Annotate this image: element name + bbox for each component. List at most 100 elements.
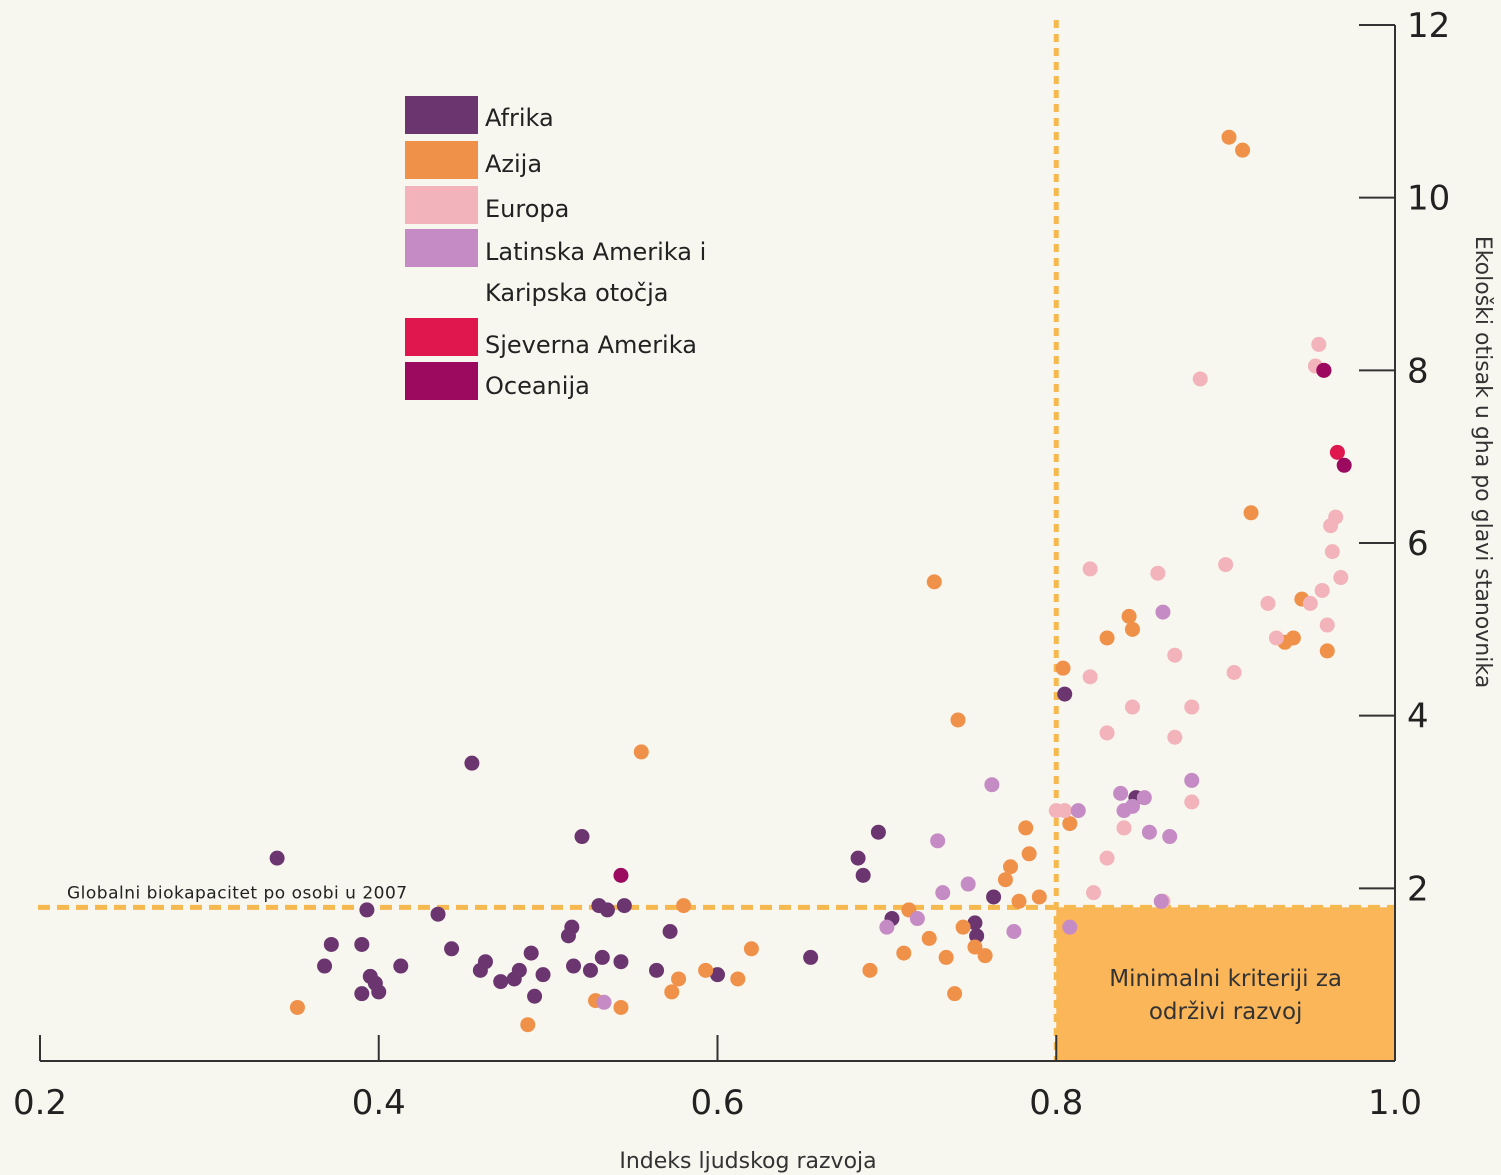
data-point [1062, 919, 1078, 935]
data-point [662, 924, 678, 939]
data-point [997, 872, 1013, 888]
data-point [371, 984, 387, 1000]
x-axis-title: Indeks ljudskog razvoja [619, 1149, 876, 1174]
legend-swatch [405, 229, 478, 267]
data-points [269, 129, 1352, 1033]
data-point [935, 885, 951, 901]
data-point [464, 755, 480, 771]
data-point [523, 945, 539, 961]
x-tick-label: 0.6 [690, 1083, 744, 1123]
data-point [1057, 803, 1073, 819]
data-point [594, 949, 610, 965]
data-point [1319, 643, 1335, 659]
data-point [1006, 924, 1022, 939]
x-tick-label: 0.4 [352, 1083, 406, 1123]
data-point [1121, 608, 1137, 624]
data-point [354, 936, 370, 952]
x-tick-label: 0.8 [1029, 1083, 1083, 1123]
legend-label: Latinska Amerika i [485, 238, 706, 266]
data-point [969, 928, 985, 944]
data-point [1260, 595, 1276, 611]
data-point [1082, 669, 1098, 685]
legend-label: Europa [485, 195, 569, 223]
data-point [1184, 699, 1200, 715]
sustainable-development-region [1056, 907, 1395, 1061]
data-point [616, 898, 632, 914]
data-point [950, 712, 966, 728]
data-point [850, 850, 866, 866]
legend-label: Azija [485, 150, 542, 178]
data-point [664, 984, 680, 1000]
data-point [393, 958, 409, 974]
data-point [1150, 565, 1166, 581]
data-point [1086, 885, 1102, 901]
data-point [511, 962, 527, 978]
data-point [1162, 829, 1178, 845]
data-point [596, 994, 612, 1010]
data-point [862, 962, 878, 978]
data-point [613, 954, 629, 970]
data-point [930, 833, 946, 849]
data-point [879, 919, 895, 935]
data-point [1235, 142, 1251, 158]
data-point [359, 902, 375, 918]
data-point [1062, 816, 1078, 832]
data-point [1184, 794, 1200, 810]
legend-swatch [405, 318, 478, 356]
data-point [566, 958, 582, 974]
data-point [1055, 660, 1071, 676]
data-point [1124, 621, 1140, 637]
data-point [1311, 336, 1327, 352]
y-tick-label: 4 [1407, 697, 1429, 737]
data-point [1324, 544, 1340, 560]
data-point [1070, 803, 1086, 819]
data-point [1116, 820, 1132, 836]
y-tick-label: 12 [1407, 6, 1450, 46]
data-point [574, 829, 590, 845]
data-point [730, 971, 746, 987]
sustainable-box-label-line1: Minimalni kriteriji za [1109, 966, 1342, 992]
data-point [649, 962, 665, 978]
data-point [1336, 457, 1352, 473]
y-tick-label: 8 [1407, 351, 1429, 391]
data-point [1285, 630, 1301, 646]
data-point [743, 941, 759, 957]
data-point [909, 911, 925, 927]
sustainable-box-label-line2: održivi razvoj [1149, 999, 1303, 1025]
data-point [967, 915, 983, 931]
x-tick-label: 1.0 [1368, 1083, 1422, 1123]
data-point [1099, 630, 1115, 646]
data-point [926, 574, 942, 590]
data-point [1018, 820, 1034, 836]
data-point [921, 930, 937, 946]
data-point [1221, 129, 1237, 145]
data-point [1329, 444, 1345, 460]
data-point [984, 777, 1000, 793]
data-point [1316, 362, 1332, 378]
biocapacity-label: Globalni biokapacitet po osobi u 2007 [67, 883, 408, 903]
data-point [896, 945, 912, 961]
data-point [870, 824, 886, 840]
legend-label: Sjeverna Amerika [485, 331, 697, 359]
data-point [535, 967, 551, 983]
data-point [613, 867, 629, 883]
data-point [1021, 846, 1037, 862]
data-point [1226, 665, 1242, 680]
data-point [289, 999, 305, 1015]
data-point [1268, 630, 1284, 646]
data-point [1192, 371, 1208, 387]
data-point [710, 967, 725, 983]
data-point [1218, 557, 1234, 573]
data-point [1099, 850, 1115, 866]
data-point [947, 986, 963, 1002]
data-point [977, 948, 993, 964]
data-point [354, 986, 370, 1002]
data-point [671, 971, 687, 987]
data-point [1167, 647, 1183, 663]
y-tick-label: 10 [1407, 179, 1450, 219]
data-point [1328, 509, 1344, 525]
data-point [493, 974, 509, 990]
data-point [955, 919, 971, 935]
legend-swatch [405, 186, 478, 224]
